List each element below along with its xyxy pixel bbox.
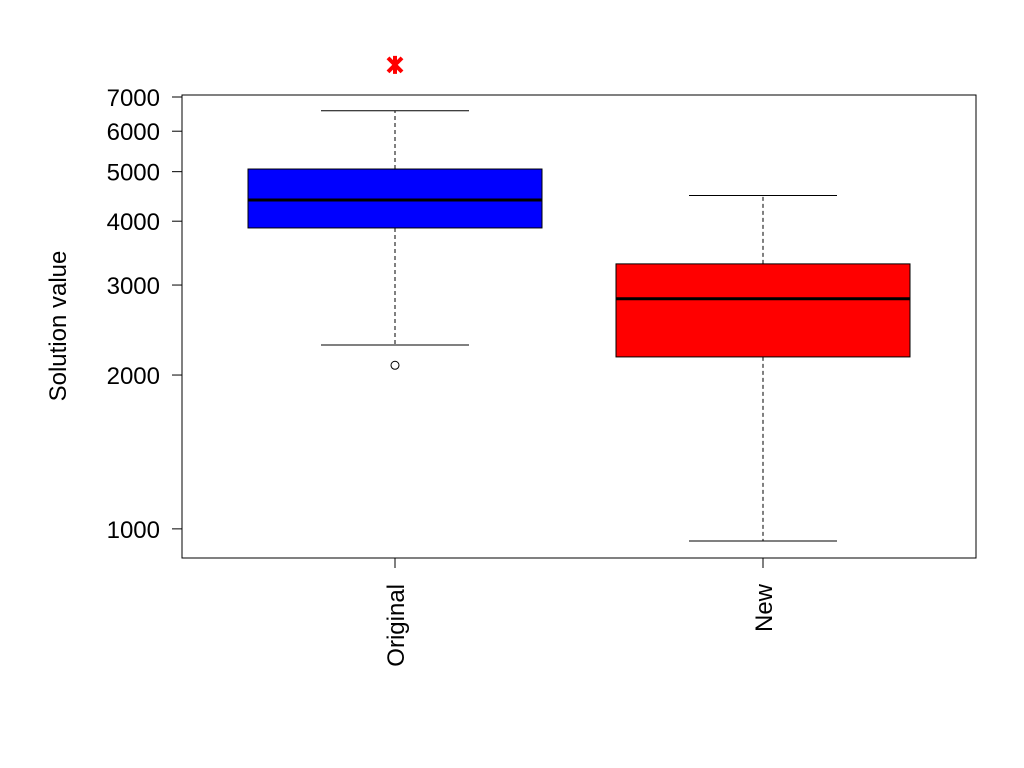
box [247, 168, 543, 229]
y-axis-label: Solution value [45, 251, 72, 402]
x-tick-label: New [751, 583, 778, 632]
y-tick-label: 7000 [107, 85, 160, 112]
outlier [390, 360, 400, 370]
y-tick-label: 1000 [107, 517, 160, 544]
star-marker [386, 55, 404, 74]
plot-frame [181, 94, 977, 559]
y-tick-label: 4000 [107, 209, 160, 236]
y-tick-label: 5000 [107, 160, 160, 187]
box [615, 263, 911, 358]
y-tick-label: 3000 [107, 273, 160, 300]
y-tick-label: 6000 [107, 119, 160, 146]
y-tick-label: 2000 [107, 363, 160, 390]
x-tick-label: Original [383, 584, 410, 667]
